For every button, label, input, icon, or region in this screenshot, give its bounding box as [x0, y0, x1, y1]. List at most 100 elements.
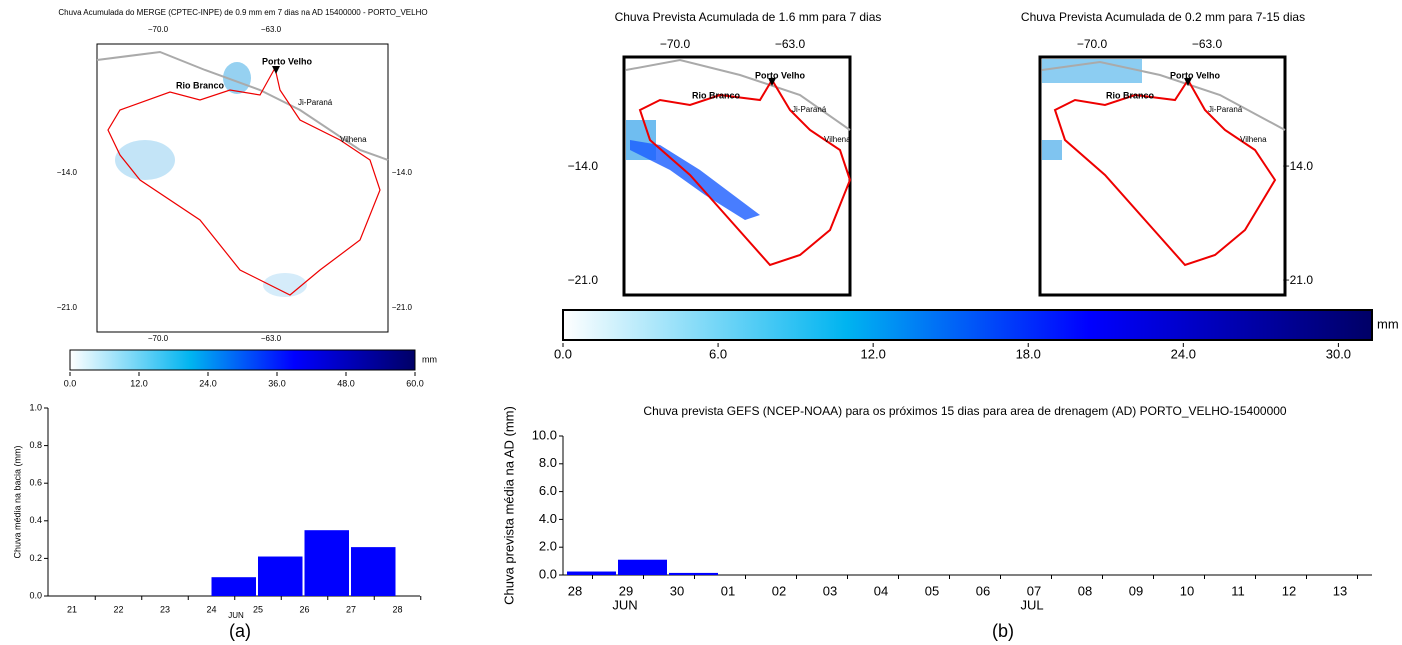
y-tick-label: 2.0	[539, 539, 557, 554]
colorbar-unit: mm	[422, 354, 437, 364]
y-tick-label: 0.8	[29, 440, 42, 450]
map-y-tick-label: −14.0	[57, 168, 78, 177]
map-x-tick-label: −63.0	[261, 25, 282, 34]
x-tick-label: 28	[392, 604, 402, 614]
place-label: Porto Velho	[262, 56, 313, 66]
x-tick-label: 09	[1129, 583, 1143, 598]
place-label: Vilhena	[824, 135, 851, 144]
map-x-tick-label: −63.0	[1192, 37, 1223, 51]
y-tick-label: 0.2	[29, 553, 42, 563]
map-x-tick-label: −70.0	[660, 37, 691, 51]
map-b1	[622, 55, 852, 297]
map-x-tick-label: −63.0	[261, 334, 282, 343]
y-tick-label: 6.0	[539, 483, 557, 498]
x-tick-label: 26	[299, 604, 309, 614]
place-label: Rio Branco	[1106, 90, 1155, 100]
bar	[351, 547, 396, 596]
y-tick-label: 0.0	[539, 566, 557, 581]
x-tick-label: 21	[67, 604, 77, 614]
bar	[304, 530, 349, 596]
y-tick-label: 0.6	[29, 478, 42, 488]
panel-label: (b)	[992, 621, 1014, 641]
colorbar-b	[562, 309, 1373, 341]
x-tick-label: 12	[1282, 583, 1296, 598]
x-tick-label: 27	[346, 604, 356, 614]
map-y-tick-label: −14.0	[1283, 159, 1314, 173]
map-title: Chuva Prevista Acumulada de 1.6 mm para …	[615, 10, 882, 24]
map-x-tick-label: −70.0	[148, 25, 169, 34]
map-x-tick-label: −70.0	[1077, 37, 1108, 51]
x-tick-label: 04	[874, 583, 888, 598]
colorbar-unit: mm	[1377, 316, 1399, 331]
x-tick-label: 07	[1027, 583, 1041, 598]
y-tick-label: 4.0	[539, 511, 557, 526]
bar	[567, 571, 616, 575]
x-tick-label: 28	[568, 583, 582, 598]
map-title: Chuva Acumulada do MERGE (CPTEC-INPE) de…	[58, 8, 427, 17]
x-tick-label: 02	[772, 583, 786, 598]
x-tick-label: 13	[1333, 583, 1347, 598]
colorbar-tick-label: 0.0	[64, 378, 77, 388]
panel-label: (a)	[229, 621, 251, 641]
x-tick-label: 23	[160, 604, 170, 614]
y-tick-label: 10.0	[532, 427, 557, 442]
map-title: Chuva Prevista Acumulada de 0.2 mm para …	[1021, 10, 1305, 24]
colorbar-tick-label: 18.0	[1016, 346, 1041, 361]
place-label: Vilhena	[1240, 135, 1267, 144]
colorbar-tick-label: 60.0	[406, 378, 424, 388]
place-label: Rio Branco	[176, 80, 225, 90]
place-label: Vilhena	[340, 135, 367, 144]
y-axis-label: Chuva prevista média na AD (mm)	[501, 406, 516, 605]
x-tick-label: 08	[1078, 583, 1092, 598]
x-tick-label: 10	[1180, 583, 1194, 598]
month-label: JUL	[1020, 597, 1043, 612]
place-label: Porto Velho	[755, 70, 806, 80]
colorbar-tick-label: 12.0	[130, 378, 148, 388]
map-x-tick-label: −63.0	[775, 37, 806, 51]
y-tick-label: 1.0	[29, 402, 42, 412]
map-y-tick-label: −14.0	[568, 159, 599, 173]
bar	[211, 577, 256, 596]
y-tick-label: 0.4	[29, 515, 42, 525]
place-label: Rio Branco	[692, 90, 741, 100]
x-tick-label: 25	[253, 604, 263, 614]
map-a	[96, 43, 389, 333]
x-tick-label: 30	[670, 583, 684, 598]
colorbar-tick-label: 0.0	[554, 346, 572, 361]
y-axis-label: Chuva média na bacia (mm)	[12, 445, 22, 558]
colorbar-tick-label: 36.0	[268, 378, 286, 388]
colorbar-a	[69, 349, 416, 371]
colorbar-tick-label: 12.0	[861, 346, 886, 361]
map-y-tick-label: −21.0	[392, 303, 413, 312]
bar	[669, 572, 718, 575]
x-tick-label: 24	[206, 604, 216, 614]
month-label: JUN	[612, 597, 637, 612]
x-tick-label: 01	[721, 583, 735, 598]
y-tick-label: 8.0	[539, 455, 557, 470]
x-tick-label: 29	[619, 583, 633, 598]
colorbar-tick-label: 30.0	[1326, 346, 1351, 361]
place-label: Porto Velho	[1170, 70, 1221, 80]
colorbar-tick-label: 6.0	[709, 346, 727, 361]
place-label: Ji-Paraná	[298, 98, 333, 107]
colorbar-tick-label: 24.0	[199, 378, 217, 388]
map-x-tick-label: −70.0	[148, 334, 169, 343]
chart-title: Chuva prevista GEFS (NCEP-NOAA) para os …	[643, 404, 1287, 418]
map-y-tick-label: −14.0	[392, 168, 413, 177]
x-tick-label: 05	[925, 583, 939, 598]
map-y-tick-label: −21.0	[568, 273, 599, 287]
map-y-tick-label: −21.0	[1283, 273, 1314, 287]
place-label: Ji-Paraná	[1208, 105, 1243, 114]
x-tick-label: 03	[823, 583, 837, 598]
y-tick-label: 0.0	[29, 590, 42, 600]
colorbar-tick-label: 24.0	[1171, 346, 1196, 361]
map-y-tick-label: −21.0	[57, 303, 78, 312]
colorbar-tick-label: 48.0	[337, 378, 355, 388]
bar	[618, 559, 667, 575]
bar	[258, 556, 303, 596]
month-label: JUN	[228, 611, 244, 620]
x-tick-label: 06	[976, 583, 990, 598]
map-b2	[1038, 55, 1287, 297]
place-label: Ji-Paraná	[792, 105, 827, 114]
